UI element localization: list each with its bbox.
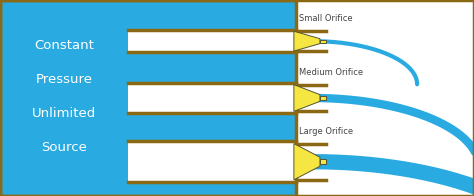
Text: Flow: Flow bbox=[171, 156, 199, 166]
Polygon shape bbox=[294, 144, 320, 180]
Text: Pressure: Pressure bbox=[36, 73, 92, 86]
Text: Flow: Flow bbox=[190, 35, 218, 45]
Polygon shape bbox=[294, 31, 320, 51]
Text: Medium Orifice: Medium Orifice bbox=[299, 68, 363, 77]
Text: Large Orifice: Large Orifice bbox=[299, 127, 353, 136]
Bar bbox=[296, 0, 474, 196]
Bar bbox=[128, 141, 296, 182]
Text: Constant: Constant bbox=[34, 39, 94, 52]
Polygon shape bbox=[320, 40, 326, 43]
Text: Unlimited: Unlimited bbox=[32, 107, 96, 120]
Polygon shape bbox=[320, 96, 326, 100]
Bar bbox=[128, 83, 296, 113]
Polygon shape bbox=[294, 85, 320, 111]
Text: Flow: Flow bbox=[181, 92, 208, 102]
Text: Small Orifice: Small Orifice bbox=[299, 14, 352, 23]
Polygon shape bbox=[320, 159, 326, 164]
Bar bbox=[0, 0, 296, 196]
Text: Source: Source bbox=[41, 142, 87, 154]
Bar bbox=[128, 30, 296, 52]
